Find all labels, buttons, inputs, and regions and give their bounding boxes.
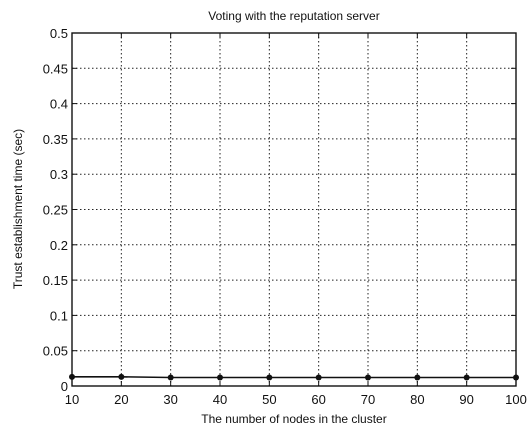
x-tick-label: 20 (114, 392, 128, 407)
data-point (167, 374, 174, 381)
data-point (365, 374, 371, 381)
y-tick-label: 0.2 (50, 238, 68, 253)
y-axis-label: Trust establishment time (sec) (11, 129, 25, 289)
data-point (513, 374, 519, 381)
x-axis: 10 20 30 40 50 60 70 80 90 100 (65, 33, 527, 407)
chart-title: Voting with the reputation server (208, 9, 379, 23)
x-tick-label: 60 (311, 392, 325, 407)
x-tick-label: 100 (505, 392, 527, 407)
data-point (118, 373, 125, 380)
grid (72, 33, 516, 386)
y-axis: 0 0.05 0.1 0.15 0.2 0.25 0.3 0.35 0.4 0.45 0.5 (43, 26, 516, 394)
y-tick-label: 0.05 (43, 344, 68, 359)
x-tick-label: 90 (459, 392, 473, 407)
x-tick-label: 30 (163, 392, 177, 407)
y-tick-label: 0 (61, 379, 68, 394)
series-group (69, 373, 519, 381)
x-tick-label: 40 (213, 392, 227, 407)
y-tick-label: 0.3 (50, 167, 68, 182)
x-tick-label: 70 (361, 392, 375, 407)
data-point (69, 373, 75, 380)
y-tick-label: 0.15 (43, 273, 68, 288)
x-axis-label: The number of nodes in the cluster (201, 412, 386, 426)
data-point (414, 374, 421, 381)
series-line (72, 375, 516, 379)
data-point (217, 374, 223, 381)
y-tick-label: 0.25 (43, 203, 68, 218)
x-tick-label: 10 (65, 392, 79, 407)
y-tick-label: 0.5 (50, 26, 68, 41)
y-tick-label: 0.4 (50, 97, 68, 112)
y-tick-label: 0.1 (50, 308, 68, 323)
data-point (266, 374, 273, 381)
x-tick-label: 50 (262, 392, 276, 407)
x-tick-label: 80 (410, 392, 424, 407)
data-point (315, 374, 322, 381)
y-tick-label: 0.35 (43, 132, 68, 147)
y-tick-label: 0.45 (43, 61, 68, 76)
data-point (463, 374, 470, 381)
